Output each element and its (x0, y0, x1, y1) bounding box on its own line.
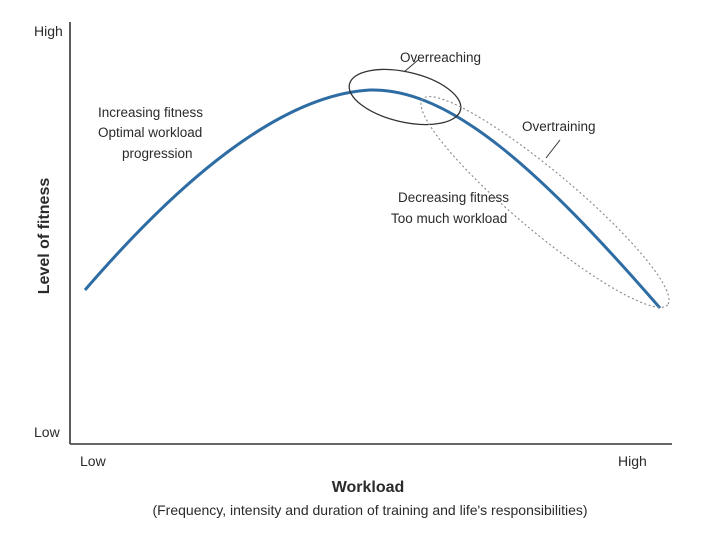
decreasing-fitness-label: Decreasing fitness (398, 190, 509, 205)
y-axis-title: Level of fitness (36, 178, 53, 295)
overreaching-leader-line (403, 59, 419, 73)
x-axis-high-label: High (618, 453, 647, 469)
overtraining-label: Overtraining (522, 119, 596, 134)
increasing-fitness-label: Increasing fitness (98, 105, 203, 120)
y-axis-low-label: Low (34, 424, 61, 440)
optimal-workload-label: Optimal workload (98, 125, 202, 140)
overreaching-ellipse (348, 68, 462, 126)
too-much-workload-label: Too much workload (391, 211, 507, 226)
x-axis-subtitle: (Frequency, intensity and duration of tr… (152, 502, 587, 518)
x-axis-title: Workload (332, 479, 405, 496)
fitness-curve (83, 88, 662, 309)
progression-label: progression (122, 146, 193, 161)
overtraining-leader-line (545, 139, 561, 159)
overreaching-label: Overreaching (400, 50, 481, 65)
x-axis-low-label: Low (80, 453, 107, 469)
y-axis-high-label: High (34, 23, 63, 39)
